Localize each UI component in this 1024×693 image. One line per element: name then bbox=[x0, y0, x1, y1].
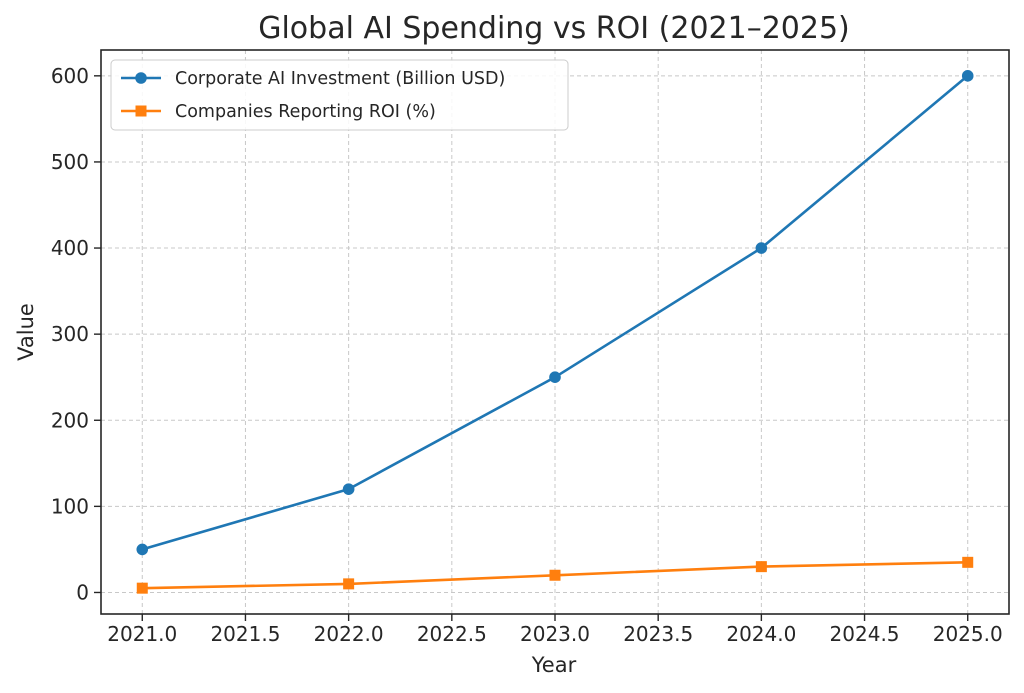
data-point-marker bbox=[962, 556, 974, 568]
x-tick-label: 2024.0 bbox=[726, 622, 796, 646]
y-tick-label: 300 bbox=[51, 322, 89, 346]
x-tick-label: 2022.0 bbox=[314, 622, 384, 646]
x-tick-label: 2025.0 bbox=[933, 622, 1003, 646]
data-point-marker bbox=[136, 582, 148, 594]
plot-series bbox=[136, 70, 974, 594]
data-point-marker bbox=[549, 569, 561, 581]
y-axis-title: Value bbox=[14, 303, 38, 361]
y-tick-label: 100 bbox=[51, 494, 89, 518]
data-point-marker bbox=[343, 578, 355, 590]
x-tick-label: 2023.0 bbox=[520, 622, 590, 646]
y-tick-label: 0 bbox=[76, 580, 89, 604]
y-tick-label: 500 bbox=[51, 150, 89, 174]
data-point-marker bbox=[136, 543, 149, 556]
x-tick-label: 2021.5 bbox=[210, 622, 280, 646]
y-tick-label: 600 bbox=[51, 64, 89, 88]
chart-title: Global AI Spending vs ROI (2021–2025) bbox=[258, 11, 850, 46]
data-point-marker bbox=[342, 483, 355, 495]
data-point-marker bbox=[755, 561, 767, 573]
x-axis-title: Year bbox=[531, 653, 577, 677]
grid bbox=[101, 50, 1009, 614]
data-point-marker bbox=[755, 242, 768, 254]
data-point-marker bbox=[549, 371, 561, 384]
x-tick-label: 2023.5 bbox=[623, 622, 693, 646]
x-tick-label: 2022.5 bbox=[417, 622, 487, 646]
legend-swatch-marker bbox=[135, 72, 147, 84]
legend: Corporate AI Investment (Billion USD) Com… bbox=[110, 59, 569, 131]
y-tick-label: 200 bbox=[51, 408, 89, 432]
legend-label: Corporate AI Investment (Billion USD) bbox=[175, 69, 505, 89]
axis-ticks: 2021.0 2021.5 2022.0 2022.5 2023.0 2023.5 2024… bbox=[51, 64, 1003, 646]
data-point-marker bbox=[961, 70, 974, 82]
legend-swatch-marker bbox=[135, 105, 147, 117]
y-tick-label: 400 bbox=[51, 236, 89, 260]
legend-label: Companies Reporting ROI (%) bbox=[175, 102, 436, 122]
legend-box bbox=[110, 59, 569, 131]
x-tick-label: 2024.5 bbox=[830, 622, 900, 646]
x-tick-label: 2021.0 bbox=[107, 622, 177, 646]
